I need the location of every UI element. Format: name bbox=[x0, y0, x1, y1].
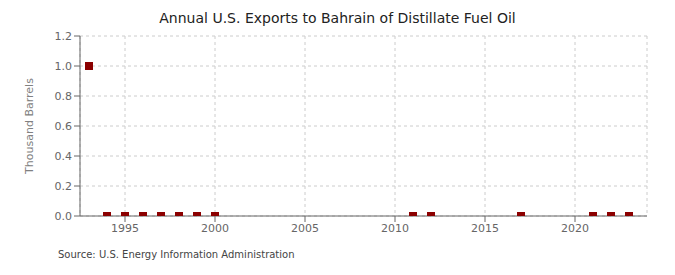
svg-text:2020: 2020 bbox=[561, 222, 589, 235]
svg-text:0.8: 0.8 bbox=[55, 90, 73, 103]
svg-text:2005: 2005 bbox=[291, 222, 319, 235]
svg-text:0.0: 0.0 bbox=[55, 210, 73, 223]
svg-text:Thousand Barrels: Thousand Barrels bbox=[23, 78, 36, 175]
svg-text:1995: 1995 bbox=[111, 222, 139, 235]
svg-text:1.2: 1.2 bbox=[55, 30, 73, 43]
svg-text:2015: 2015 bbox=[471, 222, 499, 235]
svg-text:1.0: 1.0 bbox=[55, 60, 73, 73]
svg-text:0.4: 0.4 bbox=[55, 150, 73, 163]
svg-text:2000: 2000 bbox=[201, 222, 229, 235]
svg-text:0.6: 0.6 bbox=[55, 120, 73, 133]
html-text:Source: U.S. Energy Informatio: Source: U.S. Energy Information Administ… bbox=[58, 249, 295, 260]
svg-text:0.2: 0.2 bbox=[55, 180, 73, 193]
html-text:Annual U.S. Exports to Bahrain: Annual U.S. Exports to Bahrain of Distil… bbox=[159, 10, 516, 26]
svg-text:2010: 2010 bbox=[381, 222, 409, 235]
